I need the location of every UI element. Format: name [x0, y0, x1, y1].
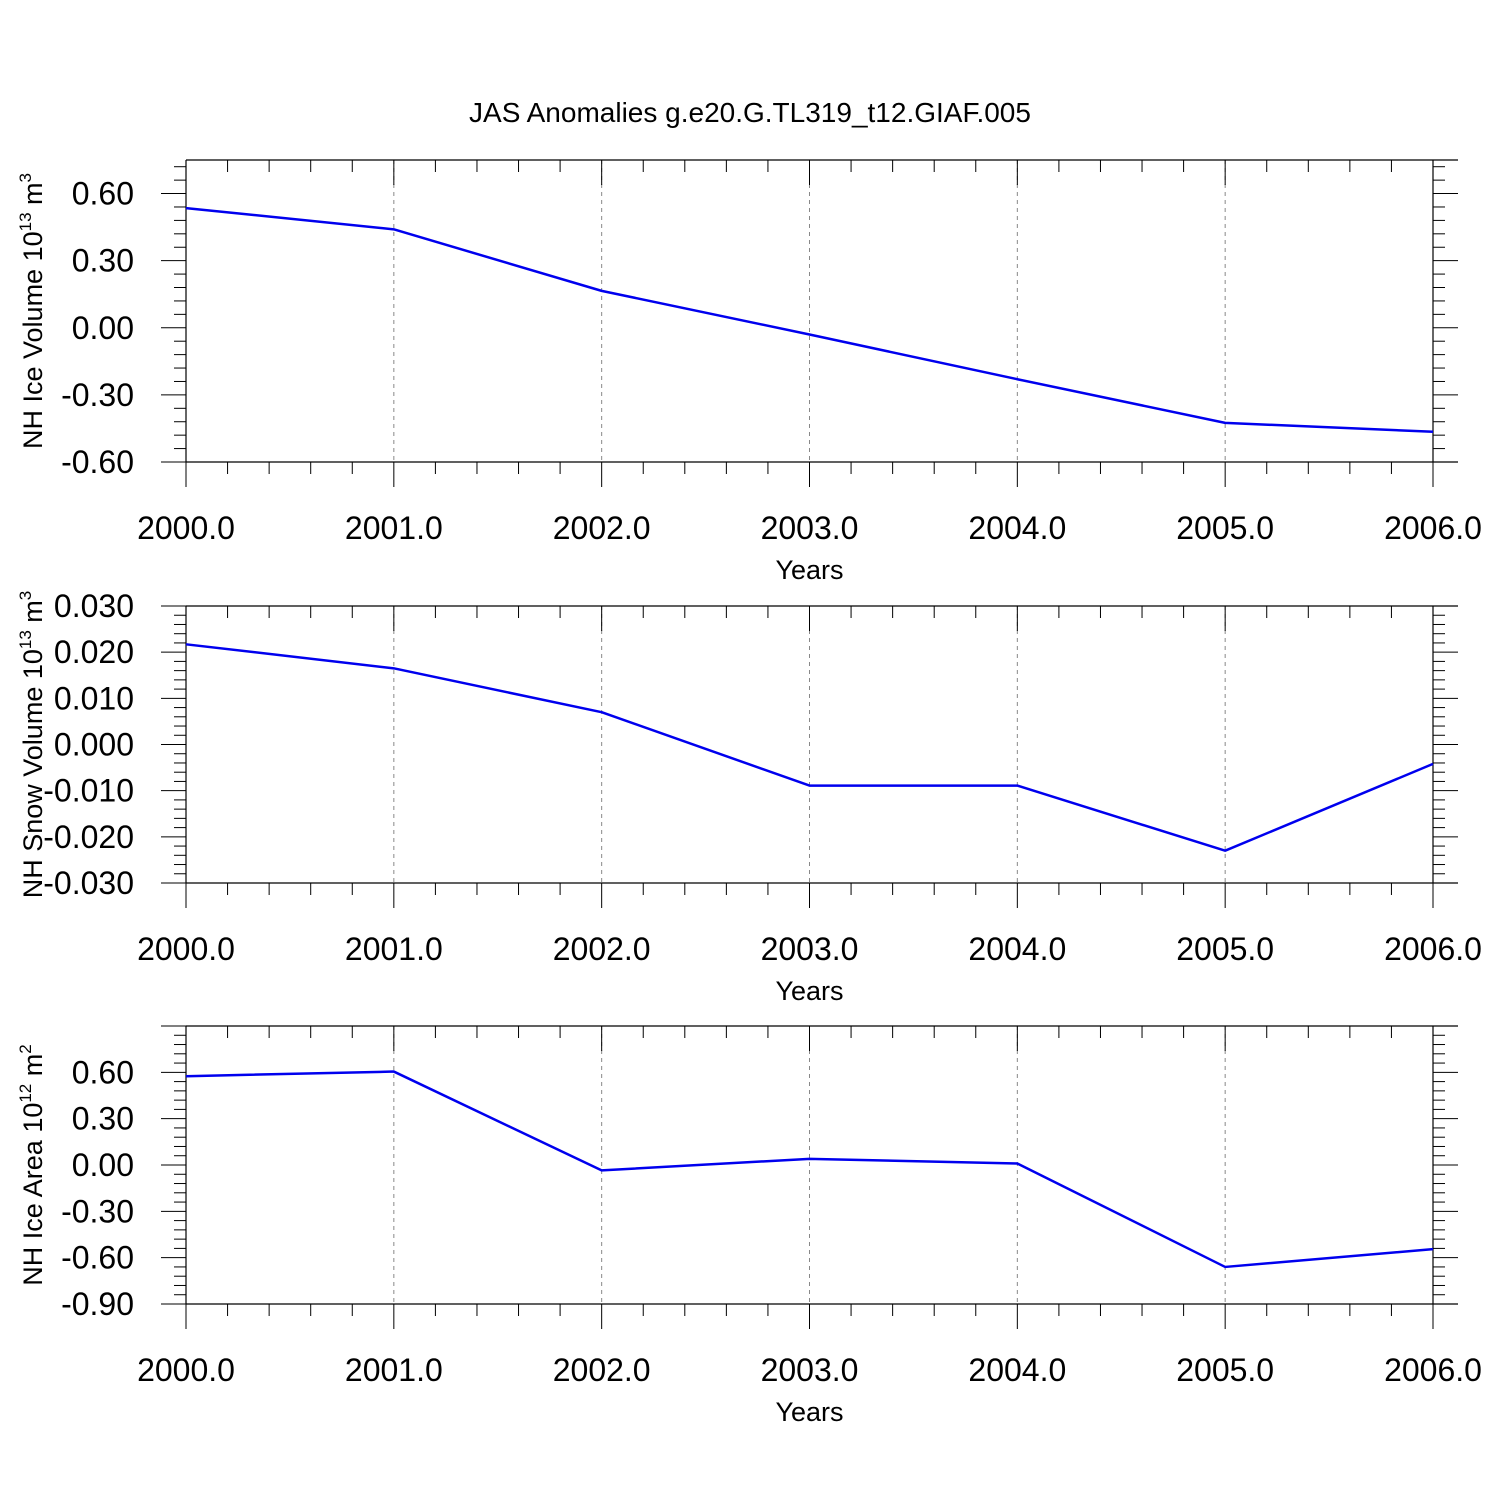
x-tick-label: 2000.0: [137, 931, 235, 967]
chart-title: JAS Anomalies g.e20.G.TL319_t12.GIAF.005: [469, 97, 1031, 128]
x-tick-label: 2006.0: [1384, 931, 1482, 967]
y-tick-label: -0.30: [61, 1193, 134, 1229]
y-tick-label: 0.00: [72, 310, 134, 346]
x-axis-label: Years: [775, 555, 843, 585]
x-tick-label: 2001.0: [345, 510, 443, 546]
x-tick-label: 2006.0: [1384, 1352, 1482, 1388]
y-tick-label: 0.020: [54, 634, 134, 670]
x-axis-label: Years: [775, 1397, 843, 1427]
y-tick-label: 0.30: [72, 1101, 134, 1137]
x-tick-label: 2003.0: [761, 510, 859, 546]
y-tick-label: 0.030: [54, 588, 134, 624]
x-tick-label: 2004.0: [968, 510, 1066, 546]
y-tick-label: 0.60: [72, 176, 134, 212]
y-axis-label: NH Ice Volume 1013 m3: [16, 173, 48, 449]
x-tick-label: 2000.0: [137, 1352, 235, 1388]
y-tick-label: -0.020: [43, 819, 134, 855]
x-tick-label: 2003.0: [761, 931, 859, 967]
x-axis-label: Years: [775, 976, 843, 1006]
x-tick-label: 2001.0: [345, 931, 443, 967]
panel-2: 0.0300.0200.0100.000-0.010-0.020-0.03020…: [16, 588, 1482, 1006]
y-tick-label: -0.030: [43, 865, 134, 901]
y-tick-label: 0.00: [72, 1147, 134, 1183]
x-tick-label: 2004.0: [968, 931, 1066, 967]
x-tick-label: 2006.0: [1384, 510, 1482, 546]
y-tick-label: -0.90: [61, 1286, 134, 1322]
y-axis-label: NH Snow Volume 1013 m3: [16, 591, 48, 899]
y-tick-label: 0.000: [54, 727, 134, 763]
y-tick-label: -0.60: [61, 1240, 134, 1276]
y-tick-label: -0.010: [43, 773, 134, 809]
x-tick-label: 2000.0: [137, 510, 235, 546]
x-tick-label: 2002.0: [553, 931, 651, 967]
y-tick-label: 0.010: [54, 680, 134, 716]
y-tick-label: 0.30: [72, 243, 134, 279]
x-tick-label: 2002.0: [553, 510, 651, 546]
x-tick-label: 2001.0: [345, 1352, 443, 1388]
x-tick-label: 2004.0: [968, 1352, 1066, 1388]
x-tick-label: 2005.0: [1176, 1352, 1274, 1388]
series-line: [185, 643, 1434, 852]
x-tick-label: 2005.0: [1176, 931, 1274, 967]
y-tick-label: -0.30: [61, 377, 134, 413]
x-tick-label: 2005.0: [1176, 510, 1274, 546]
y-axis-label: NH Ice Area 1012 m2: [16, 1044, 48, 1285]
y-tick-label: -0.60: [61, 444, 134, 480]
x-tick-label: 2002.0: [553, 1352, 651, 1388]
y-tick-label: 0.60: [72, 1054, 134, 1090]
x-tick-label: 2003.0: [761, 1352, 859, 1388]
